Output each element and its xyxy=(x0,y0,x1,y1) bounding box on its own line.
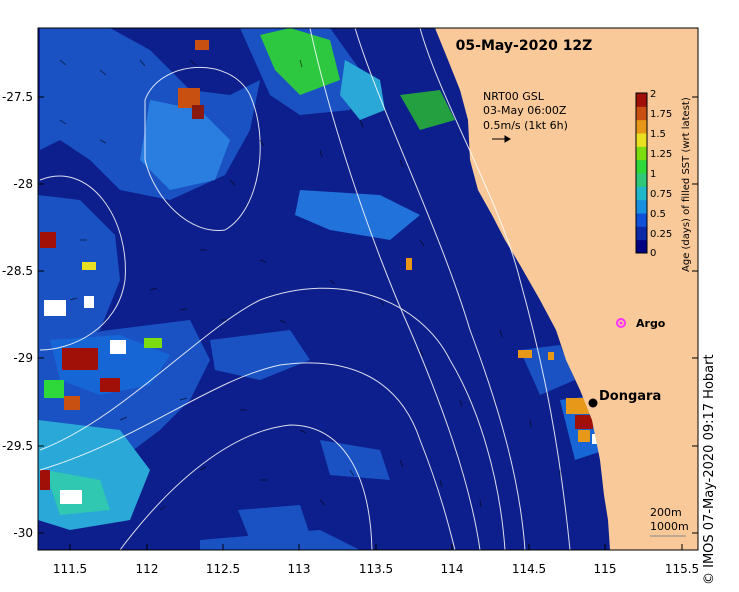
x-tick-label: 113 xyxy=(288,562,311,576)
current-info-line1: NRT00 GSL xyxy=(483,90,545,103)
map-frame xyxy=(37,27,699,551)
bathymetry-contours xyxy=(39,28,571,550)
colorbar-tick-label: 1 xyxy=(650,169,656,180)
current-info-line3: 0.5m/s (1kt 6h) xyxy=(483,119,568,132)
y-tick-label: -27.5 xyxy=(2,90,33,104)
colorbar-segment xyxy=(636,239,647,254)
colorbar-tick-label: 0.5 xyxy=(650,209,666,220)
x-tick-label: 113.5 xyxy=(359,562,393,576)
x-tick-label: 115 xyxy=(594,562,617,576)
y-tick-label: -29 xyxy=(13,351,33,365)
colorbar-segment xyxy=(636,146,647,161)
x-tick-marks xyxy=(69,544,683,550)
colorbar-segment xyxy=(636,186,647,201)
colorbar-tick-label: 1.75 xyxy=(650,109,672,120)
map-title: 05-May-2020 12Z xyxy=(456,38,593,54)
y-tick-label: -29.5 xyxy=(2,439,33,453)
colorbar-segment xyxy=(636,159,647,174)
colorbar-segment xyxy=(636,213,647,227)
argo-marker xyxy=(616,318,626,328)
x-tick-label: 112.5 xyxy=(206,562,240,576)
x-tick-label: 115.5 xyxy=(665,562,699,576)
colorbar-frame xyxy=(635,92,648,254)
current-vectors xyxy=(59,59,561,511)
colorbar-tick-label: 1.5 xyxy=(650,129,666,140)
place-label-dongara: Dongara xyxy=(599,389,661,404)
contour-legend-200m: 200m xyxy=(650,506,682,519)
colorbar-segment xyxy=(636,119,647,134)
x-tick-label: 111.5 xyxy=(53,562,87,576)
colorbar-tick-label: 2 xyxy=(650,89,656,100)
land xyxy=(435,28,698,550)
colorbar-tick-label: 0.75 xyxy=(650,189,672,200)
scale-arrow-icon xyxy=(492,135,511,143)
contour-legend-1000m: 1000m xyxy=(650,520,689,533)
colorbar-tick-label: 0 xyxy=(650,248,656,259)
colorbar-segment xyxy=(636,173,647,187)
current-info-line2: 03-May 06:00Z xyxy=(483,104,567,117)
colorbar-segment xyxy=(636,199,647,214)
x-tick-label: 112 xyxy=(136,562,159,576)
colorbar-tick-label: 1.25 xyxy=(650,149,672,160)
y-tick-marks xyxy=(38,96,698,534)
dongara-marker xyxy=(588,398,598,408)
colorbar xyxy=(636,93,647,254)
colorbar-tick-label: 0.25 xyxy=(650,229,672,240)
colorbar-segment xyxy=(636,106,647,121)
colorbar-segment xyxy=(636,226,647,241)
sst-age-patches xyxy=(38,28,605,550)
y-tick-label: -28.5 xyxy=(2,264,33,278)
colorbar-segment xyxy=(636,133,647,147)
y-tick-label: -28 xyxy=(13,177,33,191)
x-tick-label: 114.5 xyxy=(512,562,546,576)
colorbar-segment xyxy=(636,93,647,107)
x-tick-label: 114 xyxy=(441,562,464,576)
credit-text: © IMOS 07-May-2020 09:17 Hobart xyxy=(702,354,717,585)
y-tick-label: -30 xyxy=(13,526,33,540)
colorbar-title: Age (days) of filled SST (wrt latest) xyxy=(681,97,692,272)
place-label-argo: Argo xyxy=(636,317,666,330)
